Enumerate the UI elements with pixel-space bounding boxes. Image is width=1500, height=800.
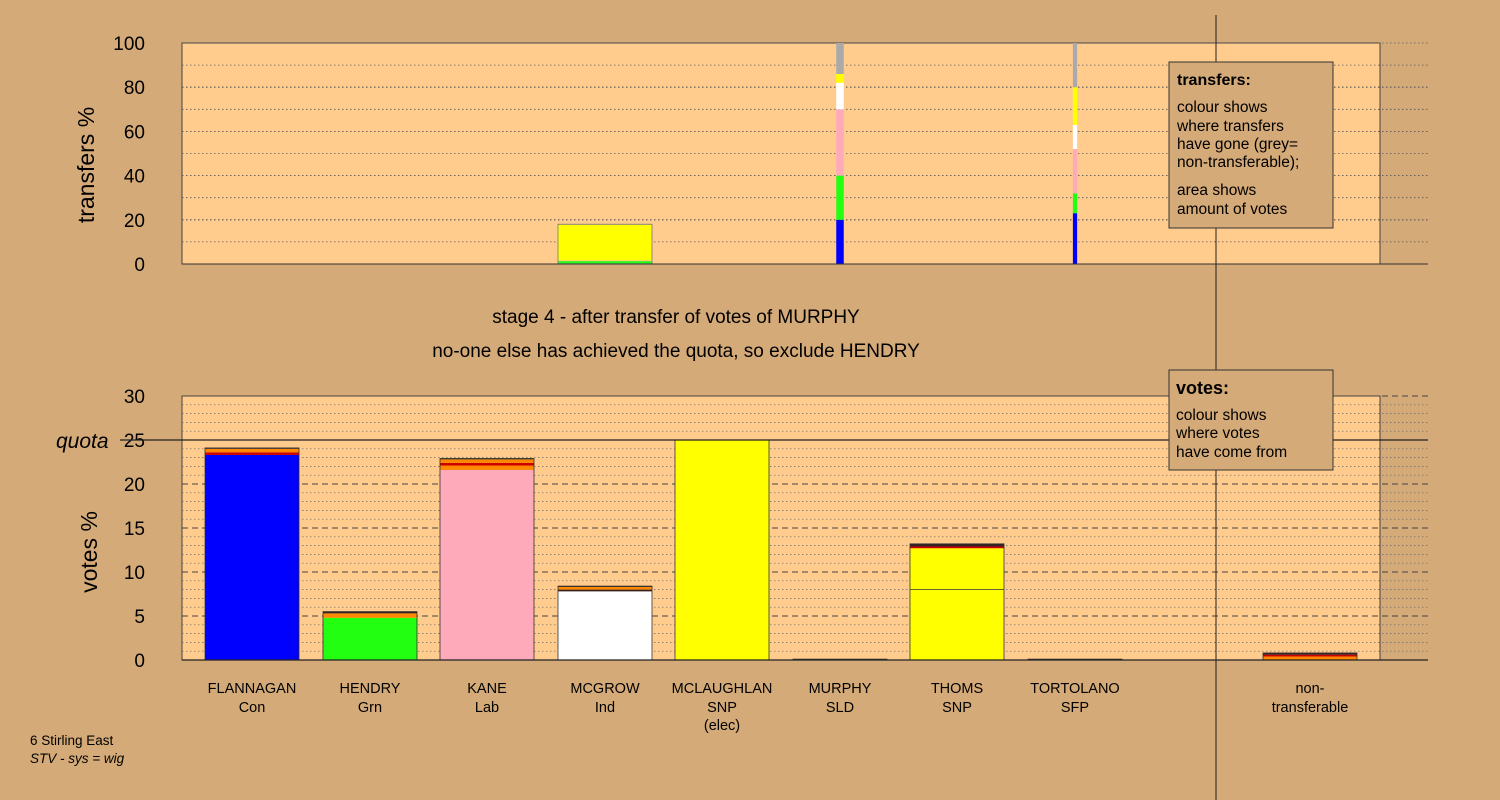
transfer-segment [1072,43,1078,88]
system-note: STV - sys = wig [30,751,125,766]
transfer-segment [836,82,844,110]
stage-title: stage 4 - after transfer of votes of MUR… [492,307,860,328]
votes-legend-line: where votes [1175,425,1260,442]
candidate-name: MCLAUGHLAN [672,681,773,697]
transfers-legend-line: area shows [1177,182,1257,199]
candidate-party: Ind [595,700,615,716]
y-tick-label: 40 [124,167,145,188]
candidate-labels: FLANNAGAN Con HENDRY Grn KANE Lab MCGROW Ind MCL… [208,681,1349,734]
candidate-status: (elec) [704,718,740,734]
candidate-name: MCGROW [570,681,640,697]
transfer-segment [836,175,844,220]
candidate-name: TORTOLANO [1030,681,1119,697]
y-tick-label: 20 [124,211,145,232]
vote-segment [910,543,1004,547]
candidate-party: SFP [1061,700,1089,716]
quota-label: quota [56,430,109,453]
transfer-segment [836,73,844,83]
transfers-plot [557,43,1078,265]
vote-segment [558,586,652,590]
votes-axis-title: votes % [76,511,102,593]
transfer-segment [1072,149,1078,194]
vote-segment [323,613,417,618]
vote-segment [440,462,534,466]
vote-segment [205,452,299,455]
candidate-party: SLD [826,700,854,716]
y-tick-label: 60 [124,122,145,143]
vote-segment [910,589,1004,660]
transfer-segment [558,260,652,262]
transfers-axis-title: transfers % [73,107,99,223]
constituency-name: 6 Stirling East [30,733,114,748]
candidate-name: HENDRY [340,681,401,697]
vote-segment [440,459,534,463]
vote-segment [323,611,417,614]
transfers-legend-line: colour shows [1177,99,1268,116]
votes-legend-line: have come from [1176,444,1287,461]
vote-segment [558,586,652,587]
candidate-party: SNP [707,700,737,716]
stage-subtitle: no-one else has achieved the quota, so e… [432,341,920,362]
vote-segment [910,548,1004,590]
y-tick-label: 20 [124,475,145,496]
y-tick-label: 25 [124,431,145,452]
transfer-segment [836,109,844,176]
transfer-segment [558,224,652,261]
vote-segment [1263,656,1357,660]
transfer-segment [558,261,652,264]
transfers-y-axis: 0 20 40 60 80 100 [113,34,1428,276]
votes-plot [204,439,1358,661]
votes-legend-line: colour shows [1176,407,1267,424]
y-tick-label: 0 [134,255,145,276]
candidate-name: MURPHY [809,681,872,697]
vote-segment [675,440,769,660]
y-tick-label: 10 [124,563,145,584]
transfers-legend-line: where transfers [1176,118,1284,135]
y-tick-label: 30 [124,387,145,408]
vote-segment [910,546,1004,549]
candidate-party: Grn [358,700,382,716]
transfers-legend-line: have gone (grey= [1177,136,1298,153]
transfer-segment [1072,87,1078,125]
y-tick-label: 5 [134,607,145,628]
vote-segment [440,469,534,660]
vote-segment [1263,654,1357,657]
transfer-segment [836,43,844,74]
votes-legend: votes: colour shows where votes have com… [1168,369,1334,471]
vote-segment [205,447,299,449]
y-tick-label: 0 [134,651,145,672]
vote-segment [558,589,652,592]
y-tick-label: 80 [124,78,145,99]
candidate-name: THOMS [931,681,983,697]
candidate-party: transferable [1272,700,1349,716]
votes-legend-title: votes: [1176,378,1229,398]
transfers-legend-line: amount of votes [1177,201,1288,218]
transfers-legend-line: non-transferable); [1177,154,1299,171]
vote-segment [440,458,534,460]
transfer-segment [1072,193,1078,214]
candidate-name: non- [1295,681,1324,697]
transfers-legend: transfers: colour shows where transfers … [1168,61,1334,229]
vote-segment [205,448,299,453]
vote-segment [1263,652,1357,655]
candidate-name: KANE [467,681,507,697]
transfer-segment [836,219,844,264]
candidate-name: FLANNAGAN [208,681,297,697]
transfer-segment [1072,213,1078,264]
vote-segment [558,591,652,660]
y-tick-label: 15 [124,519,145,540]
candidate-party: Lab [475,700,499,716]
candidate-party: Con [239,700,266,716]
y-tick-label: 100 [113,34,145,55]
transfer-segment [1072,124,1078,150]
vote-segment [323,617,417,660]
vote-segment [205,454,299,660]
vote-segment [440,465,534,470]
candidate-party: SNP [942,700,972,716]
transfers-legend-title: transfers: [1177,72,1251,89]
